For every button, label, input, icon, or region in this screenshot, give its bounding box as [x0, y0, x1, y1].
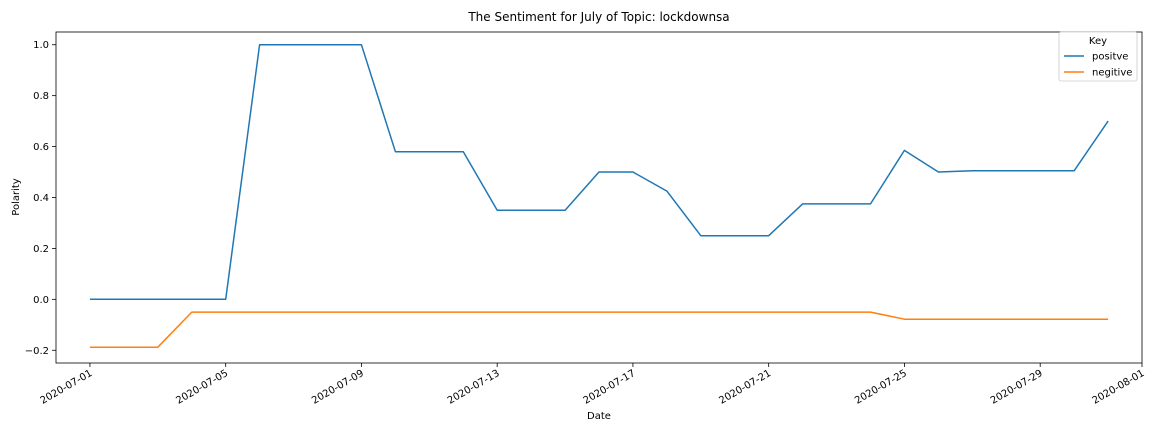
legend-box — [1058, 31, 1138, 82]
x-axis-title: Date — [587, 411, 611, 422]
x-tick-label: 2020-07-01 — [39, 368, 95, 407]
chart-title: The Sentiment for July of Topic: lockdow… — [467, 10, 729, 24]
y-tick-label: 0.8 — [33, 91, 49, 102]
legend-label-negitive: negitive — [1092, 68, 1132, 79]
x-axis: 2020-07-01 2020-07-05 2020-07-09 2020-07-13… — [39, 363, 1147, 407]
x-tick-label: 2020-07-09 — [310, 368, 366, 407]
y-axis: −0.2 0.0 0.2 0.4 0.6 0.8 1.0 — [25, 40, 56, 357]
y-axis-title: Polarity — [11, 178, 22, 216]
plot-frame — [55, 31, 1143, 364]
y-tick-label: 0.2 — [33, 244, 49, 255]
y-tick-label: 0.6 — [33, 142, 49, 153]
y-tick-label: 0.4 — [33, 193, 49, 204]
series-line-positve — [89, 43, 1109, 301]
y-tick-label: 1.0 — [33, 40, 49, 51]
legend: Key positve negitive — [1058, 31, 1138, 82]
x-tick-label: 2020-08-01 — [1091, 368, 1147, 407]
x-tick-label: 2020-07-25 — [853, 368, 909, 407]
legend-title: Key — [1089, 36, 1107, 47]
x-tick-label: 2020-07-21 — [717, 368, 773, 407]
series-line-negitive — [89, 311, 1109, 348]
x-tick-label: 2020-07-13 — [446, 368, 502, 407]
legend-label-positve: positve — [1092, 52, 1128, 63]
x-tick-label: 2020-07-17 — [582, 368, 638, 407]
y-tick-label: −0.2 — [25, 346, 49, 357]
series-layer — [89, 43, 1109, 348]
x-tick-label: 2020-07-29 — [989, 368, 1045, 407]
x-tick-label: 2020-07-05 — [174, 368, 230, 407]
y-tick-label: 0.0 — [33, 295, 49, 306]
